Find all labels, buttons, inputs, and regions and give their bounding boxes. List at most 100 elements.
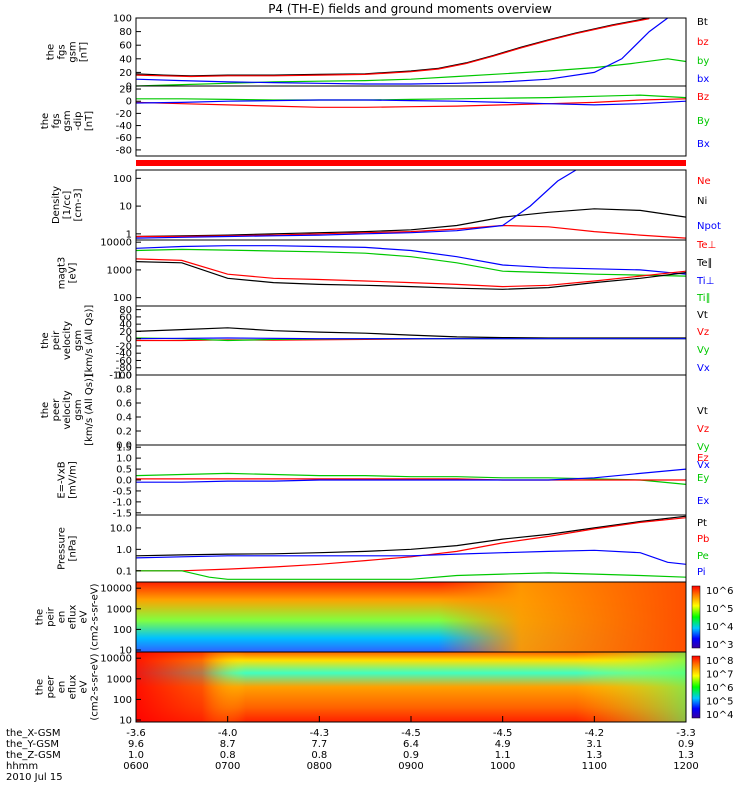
series-Ne <box>136 224 687 239</box>
ephemeris-value: 1100 <box>582 761 607 772</box>
y-tick-label: 100 <box>113 174 132 185</box>
y-tick-label: -20 <box>116 341 132 352</box>
legend-Te∥: Te∥ <box>696 258 713 269</box>
ephemeris-value: 1.3 <box>586 750 602 761</box>
ephemeris-value: -4.5 <box>401 728 421 739</box>
legend-Vz: Vz <box>697 424 709 435</box>
legend-Ez: Ez <box>697 453 709 464</box>
ephemeris-value: 4.9 <box>495 739 511 750</box>
ephemeris-value: 0.8 <box>220 750 236 761</box>
y-axis-label: E=-VxB <box>57 461 68 498</box>
y-axis-label: Density <box>51 186 62 224</box>
y-tick-label: -40 <box>116 349 132 360</box>
y-tick-label: 20 <box>119 85 132 96</box>
legend-Vz: Vz <box>697 327 709 338</box>
series-bx <box>135 17 669 85</box>
panel-temperature: Te⊥ Te∥ Ti⊥ Ti∥ 100 1000 10000 magt3 [eV] <box>57 238 716 307</box>
y-axis-label: gsm <box>73 399 84 420</box>
y-tick-label: 10 <box>119 202 132 213</box>
y-tick-label: 1.0 <box>116 545 132 556</box>
y-tick-label: 100 <box>113 14 132 25</box>
y-axis-label: velocity <box>62 321 73 360</box>
y-tick-label: 60 <box>119 41 132 52</box>
colorbar-tick-label: 10^3 <box>706 640 733 651</box>
panel-frame <box>135 374 687 446</box>
legend-by: by <box>697 56 709 67</box>
series-Ni <box>135 208 687 238</box>
y-tick-label: 40 <box>119 320 132 331</box>
series-Bz <box>135 98 687 108</box>
y-tick-label: 40 <box>119 54 132 65</box>
legend-Vt: Vt <box>697 310 708 321</box>
series-Ex <box>136 468 687 483</box>
y-axis-label: [eV] <box>68 263 79 284</box>
y-tick-label: -40 <box>116 121 132 132</box>
y-tick-label: -0.5 <box>112 486 132 497</box>
ephemeris-value: -3.3 <box>676 728 696 739</box>
y-axis-label: [nT] <box>84 111 95 131</box>
colorbar-tick-label: 10^5 <box>706 697 733 708</box>
series-Bx <box>135 99 687 106</box>
y-axis-label: the <box>35 609 46 625</box>
y-axis-label: [km/s (All Qs)] <box>84 374 95 446</box>
y-tick-label: 10.0 <box>110 523 132 534</box>
ephemeris-value: 0.8 <box>311 750 327 761</box>
y-axis-label: peer <box>51 398 62 422</box>
ephemeris-value: 0800 <box>307 761 332 772</box>
panel-frame <box>135 514 687 583</box>
ephemeris-row-label: the_Y-GSM <box>6 739 59 750</box>
ephemeris-value: 1.3 <box>678 750 694 761</box>
y-tick-label: 10000 <box>100 584 132 595</box>
y-axis-label: eV <box>79 680 90 693</box>
legend-Ti⊥: Ti⊥ <box>696 276 714 287</box>
y-axis-label: en <box>57 681 68 694</box>
y-tick-label: 0.5 <box>116 465 132 476</box>
y-axis-label: the <box>35 679 46 695</box>
series-Npot <box>135 169 577 239</box>
y-axis-label: (cm2-s-sr-eV) <box>90 653 101 720</box>
ephemeris-value: 1200 <box>673 761 698 772</box>
y-tick-label: 0.1 <box>116 566 132 577</box>
series-Te⊥ <box>135 258 687 288</box>
series-Te∥ <box>135 261 687 290</box>
legend-By: By <box>697 116 710 127</box>
series-By <box>136 94 687 101</box>
legend-Ni: Ni <box>697 196 707 207</box>
panel-pressure: Pt Pb Pe Pi 0.1 1.0 10.0 Pressure [nPa] <box>57 514 709 583</box>
y-axis-label: [km/s (All Qs)] <box>84 305 95 377</box>
ephemeris-value: 9.6 <box>128 739 144 750</box>
ephemeris-value: 1000 <box>490 761 515 772</box>
y-axis-label: velocity <box>62 390 73 429</box>
legend-Pi: Pi <box>697 567 706 578</box>
y-tick-label: 0 <box>126 334 132 345</box>
y-axis-label: the <box>40 113 51 129</box>
heatmap-overlay <box>136 652 686 722</box>
legend-Ex: Ex <box>697 496 709 507</box>
y-tick-label: 1000 <box>107 674 132 685</box>
y-tick-label: 0.0 <box>116 441 132 452</box>
series-by <box>135 58 687 87</box>
ephemeris-value: 0900 <box>398 761 423 772</box>
y-tick-label: 0.0 <box>116 476 132 487</box>
colorbar-gradient <box>691 655 701 719</box>
series-Pe <box>136 570 687 580</box>
y-tick-label: 1 <box>126 229 132 240</box>
colorbar-tick-label: 10^6 <box>706 683 733 694</box>
ephemeris-value: 3.1 <box>586 739 602 750</box>
data-quality-bar <box>136 160 686 166</box>
y-tick-label: 10 <box>119 646 132 657</box>
y-axis-label: peir <box>46 606 57 626</box>
y-axis-label: gsm <box>68 41 79 62</box>
y-tick-label: -20 <box>116 109 132 120</box>
y-tick-label: -80 <box>116 363 132 374</box>
y-axis-label: eflux <box>68 605 79 630</box>
ephemeris-value: -3.6 <box>126 728 146 739</box>
y-axis-label: [cm-3] <box>73 188 84 221</box>
ephemeris-value: -4.5 <box>493 728 513 739</box>
y-tick-label: 60 <box>119 312 132 323</box>
series-Pt <box>135 515 687 557</box>
y-tick-label: 1000 <box>107 265 132 276</box>
